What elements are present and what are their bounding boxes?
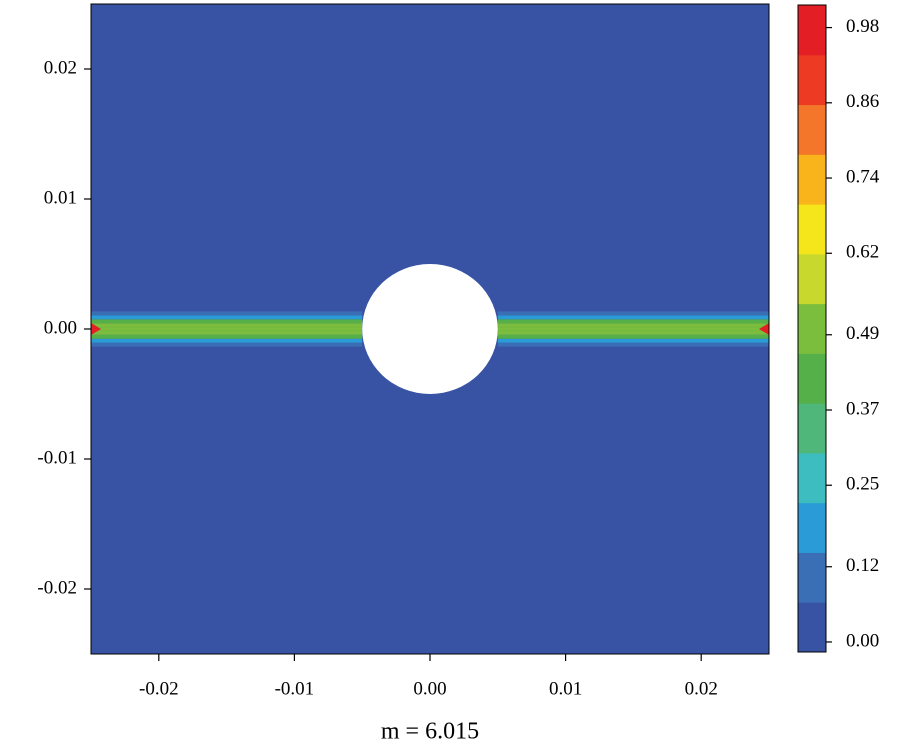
crack-band <box>91 334 363 339</box>
crack-band <box>497 334 769 339</box>
colorbar-step <box>798 602 826 653</box>
colorbar-tick-label: 0.25 <box>846 474 879 495</box>
colorbar-step <box>798 104 826 155</box>
crack-tip <box>759 323 769 335</box>
x-tick-label: -0.01 <box>275 678 315 699</box>
colorbar-step <box>798 5 826 56</box>
crack-band <box>91 342 363 347</box>
colorbar-step <box>798 353 826 404</box>
hole <box>362 264 498 394</box>
crack-band <box>497 327 769 331</box>
colorbar-step <box>798 154 826 205</box>
crack-tip <box>91 323 101 335</box>
colorbar-tick-label: 0.86 <box>846 91 879 112</box>
crack-band <box>497 338 769 343</box>
crack-band <box>497 330 769 335</box>
colorbar-step <box>798 253 826 305</box>
crack-band <box>91 330 363 335</box>
colorbar-tick-label: 0.62 <box>846 242 879 263</box>
crack-band <box>91 319 363 324</box>
colorbar-step <box>798 54 826 106</box>
x-tick-label: 0.02 <box>685 678 718 699</box>
colorbar-step <box>798 552 826 603</box>
colorbar-tick-label: 0.74 <box>846 166 880 187</box>
crack-band <box>91 327 363 331</box>
y-tick-label: 0.02 <box>44 57 77 78</box>
crack-band <box>91 315 363 320</box>
y-tick-label: 0.01 <box>44 187 77 208</box>
colorbar-tick-label: 0.98 <box>846 16 879 37</box>
colorbar-step <box>798 403 826 454</box>
y-tick-label: -0.02 <box>37 577 77 598</box>
crack-band <box>91 338 363 343</box>
crack-band <box>497 311 769 316</box>
colorbar-step <box>798 502 826 553</box>
colorbar-step <box>798 303 826 354</box>
crack-band <box>91 323 363 328</box>
colorbar-frame <box>797 4 827 653</box>
y-tick-label: -0.01 <box>37 447 77 468</box>
crack-band <box>497 342 769 347</box>
crack-band <box>497 323 769 328</box>
colorbar-tick-label: 0.37 <box>846 398 879 419</box>
colorbar-tick-label: 0.00 <box>846 630 879 651</box>
x-tick-label: 0.00 <box>413 678 446 699</box>
colorbar-step <box>798 452 826 504</box>
crack-band <box>91 311 363 316</box>
crack-band <box>497 315 769 320</box>
y-tick-label: 0.00 <box>44 317 77 338</box>
annotation: m = 6.015 <box>381 719 479 745</box>
x-tick-label: -0.02 <box>139 678 179 699</box>
x-tick-label: 0.01 <box>549 678 582 699</box>
colorbar-tick-label: 0.49 <box>846 323 879 344</box>
colorbar-tick-label: 0.12 <box>846 555 879 576</box>
colorbar-step <box>798 204 826 255</box>
crack-band <box>497 319 769 324</box>
